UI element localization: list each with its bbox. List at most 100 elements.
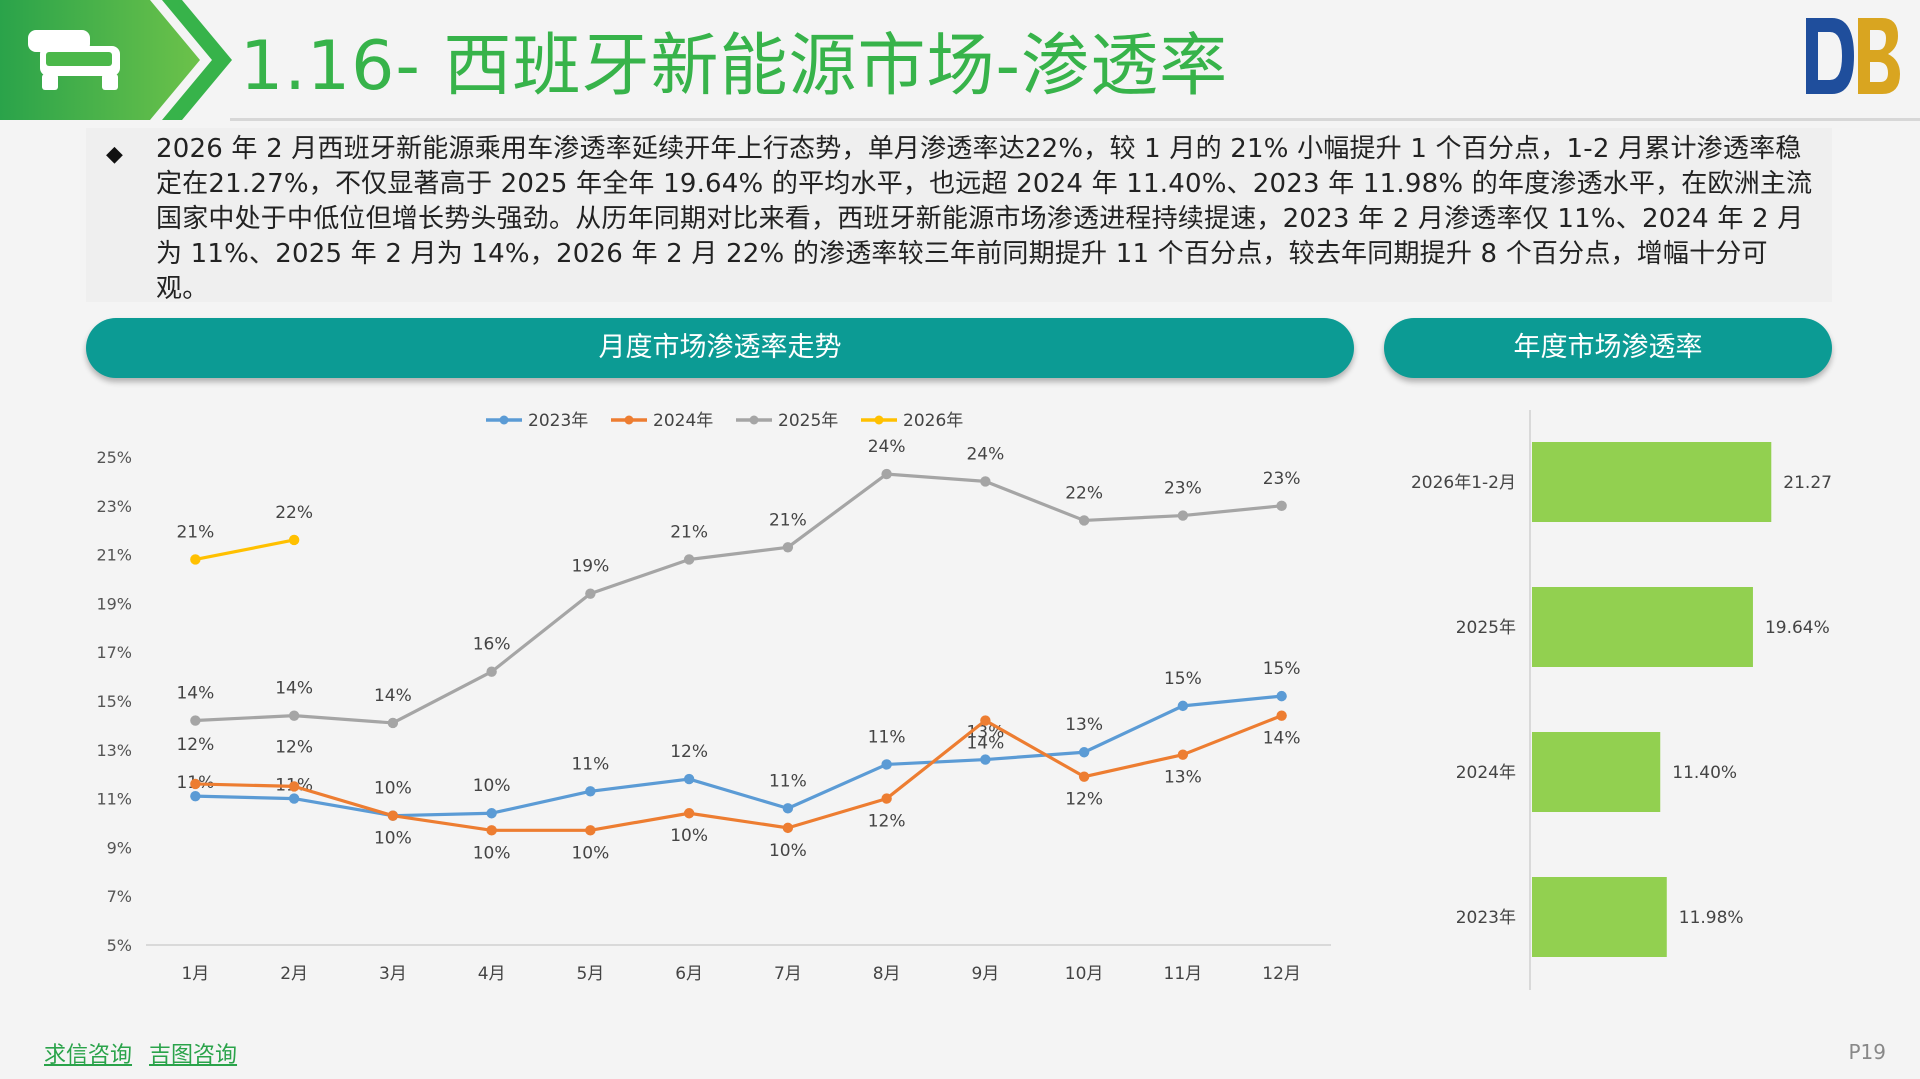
header: 1.16- 西班牙新能源市场-渗透率 xyxy=(0,0,1920,121)
data-label: 13% xyxy=(1164,768,1202,788)
data-point xyxy=(190,715,201,726)
monthly-chart-title: 月度市场渗透率走势 xyxy=(86,318,1354,378)
x-tick-label: 12月 xyxy=(1262,964,1301,984)
bar-value-label: 21.27% xyxy=(1783,473,1832,493)
y-tick-label: 23% xyxy=(96,497,132,516)
x-tick-label: 2月 xyxy=(280,964,308,984)
x-tick-label: 6月 xyxy=(675,964,703,984)
data-point xyxy=(683,773,695,785)
data-point xyxy=(288,710,300,721)
bar xyxy=(1532,442,1772,522)
data-label: 10% xyxy=(374,829,412,849)
data-label: 14% xyxy=(966,734,1004,754)
data-label: 22% xyxy=(1065,483,1103,503)
legend-label: 2023年 xyxy=(528,411,588,431)
legend-marker xyxy=(749,415,759,425)
legend-label: 2024年 xyxy=(653,411,713,431)
header-banner xyxy=(0,0,232,120)
db-logo-icon xyxy=(1806,18,1900,94)
x-tick-label: 4月 xyxy=(478,964,506,984)
data-point xyxy=(585,588,596,599)
footer-link-qiuxin[interactable]: 求信咨询 xyxy=(44,1043,133,1068)
legend-label: 2025年 xyxy=(778,411,838,431)
data-label: 10% xyxy=(769,841,807,861)
data-label: 22% xyxy=(275,503,313,523)
data-label: 12% xyxy=(670,742,708,762)
data-label: 12% xyxy=(1065,790,1103,810)
data-label: 11% xyxy=(868,727,906,747)
page-number: P19 xyxy=(1848,1040,1886,1064)
data-label: 14% xyxy=(275,679,313,699)
annual-penetration-bar-chart: 2026年1-2月 21.27% 2025年 19.64% 2024年 11.40% 202… xyxy=(1411,410,1832,990)
footer-link-jitu[interactable]: 吉图咨询 xyxy=(149,1043,238,1068)
data-label: 16% xyxy=(473,635,511,655)
data-point xyxy=(486,825,497,836)
bar-value-label: 11.98% xyxy=(1679,908,1744,928)
data-point xyxy=(1177,749,1189,760)
data-point xyxy=(683,554,695,565)
data-label: 21% xyxy=(176,522,214,542)
summary-text: 2026 年 2 月西班牙新能源乘用车渗透率延续开年上行态势，单月渗透率达22%… xyxy=(156,134,1813,304)
monthly-penetration-line-chart: 5% 7% 9% 11% 13% 15% 17% 19% 21% 23% 25% 1月 2月 3月 4月 5月… xyxy=(96,411,1331,984)
bar-value-label: 19.64% xyxy=(1765,618,1830,638)
data-label: 23% xyxy=(1164,479,1202,499)
bar-value-label: 11.40% xyxy=(1672,763,1737,783)
data-point xyxy=(190,778,201,790)
page-title: 1.16- 西班牙新能源市场-渗透率 xyxy=(240,27,1229,106)
data-point xyxy=(288,793,300,804)
data-point xyxy=(1177,700,1189,712)
data-label: 12% xyxy=(868,812,906,832)
data-point xyxy=(1177,510,1189,521)
legend-item: 2025年 xyxy=(736,411,838,431)
series-line xyxy=(195,694,1282,818)
header-divider xyxy=(230,118,1920,121)
legend-marker xyxy=(874,415,884,425)
diamond-bullet-icon: ◆ xyxy=(106,142,123,167)
legend-item: 2023年 xyxy=(486,411,588,431)
data-label: 23% xyxy=(1263,469,1301,489)
bar xyxy=(1532,587,1753,667)
data-label: 21% xyxy=(769,510,807,530)
legend-marker xyxy=(499,415,509,425)
bar-category-label: 2024年 xyxy=(1456,763,1516,783)
data-point xyxy=(683,808,695,819)
x-tick-label: 11月 xyxy=(1164,964,1203,984)
data-point xyxy=(1078,747,1090,758)
data-point xyxy=(387,717,399,729)
data-point xyxy=(288,534,300,546)
y-tick-label: 21% xyxy=(96,546,132,565)
data-label: 10% xyxy=(473,843,511,863)
data-label: 10% xyxy=(670,826,708,846)
bar-category-label: 2026年1-2月 xyxy=(1411,473,1516,493)
y-tick-label: 9% xyxy=(107,838,132,857)
legend-item: 2024年 xyxy=(611,411,713,431)
data-label: 15% xyxy=(1164,669,1202,689)
y-tick-label: 13% xyxy=(96,741,132,760)
data-label: 15% xyxy=(1263,659,1301,679)
data-label: 12% xyxy=(176,735,214,755)
bar-category-label: 2023年 xyxy=(1456,908,1516,928)
data-point xyxy=(1276,500,1287,511)
data-point xyxy=(1276,690,1287,702)
data-label: 14% xyxy=(374,686,412,706)
y-tick-label: 17% xyxy=(96,643,132,662)
data-label: 14% xyxy=(176,684,214,704)
data-label: 10% xyxy=(473,776,511,796)
footer-links: 求信咨询 吉图咨询 xyxy=(44,1037,247,1069)
data-point xyxy=(190,554,201,565)
data-point xyxy=(980,476,991,487)
data-label: 11% xyxy=(769,771,807,791)
data-point xyxy=(585,786,596,797)
data-point xyxy=(881,468,892,480)
x-tick-label: 9月 xyxy=(971,964,999,984)
bar xyxy=(1532,877,1667,957)
data-point xyxy=(980,715,991,726)
data-point xyxy=(387,810,399,821)
data-label: 21% xyxy=(670,522,708,542)
data-point xyxy=(486,666,497,677)
data-label: 13% xyxy=(1065,715,1103,735)
y-tick-label: 7% xyxy=(107,887,132,906)
series-line xyxy=(195,472,1282,725)
x-tick-label: 5月 xyxy=(576,964,604,984)
y-tick-label: 5% xyxy=(107,936,132,955)
